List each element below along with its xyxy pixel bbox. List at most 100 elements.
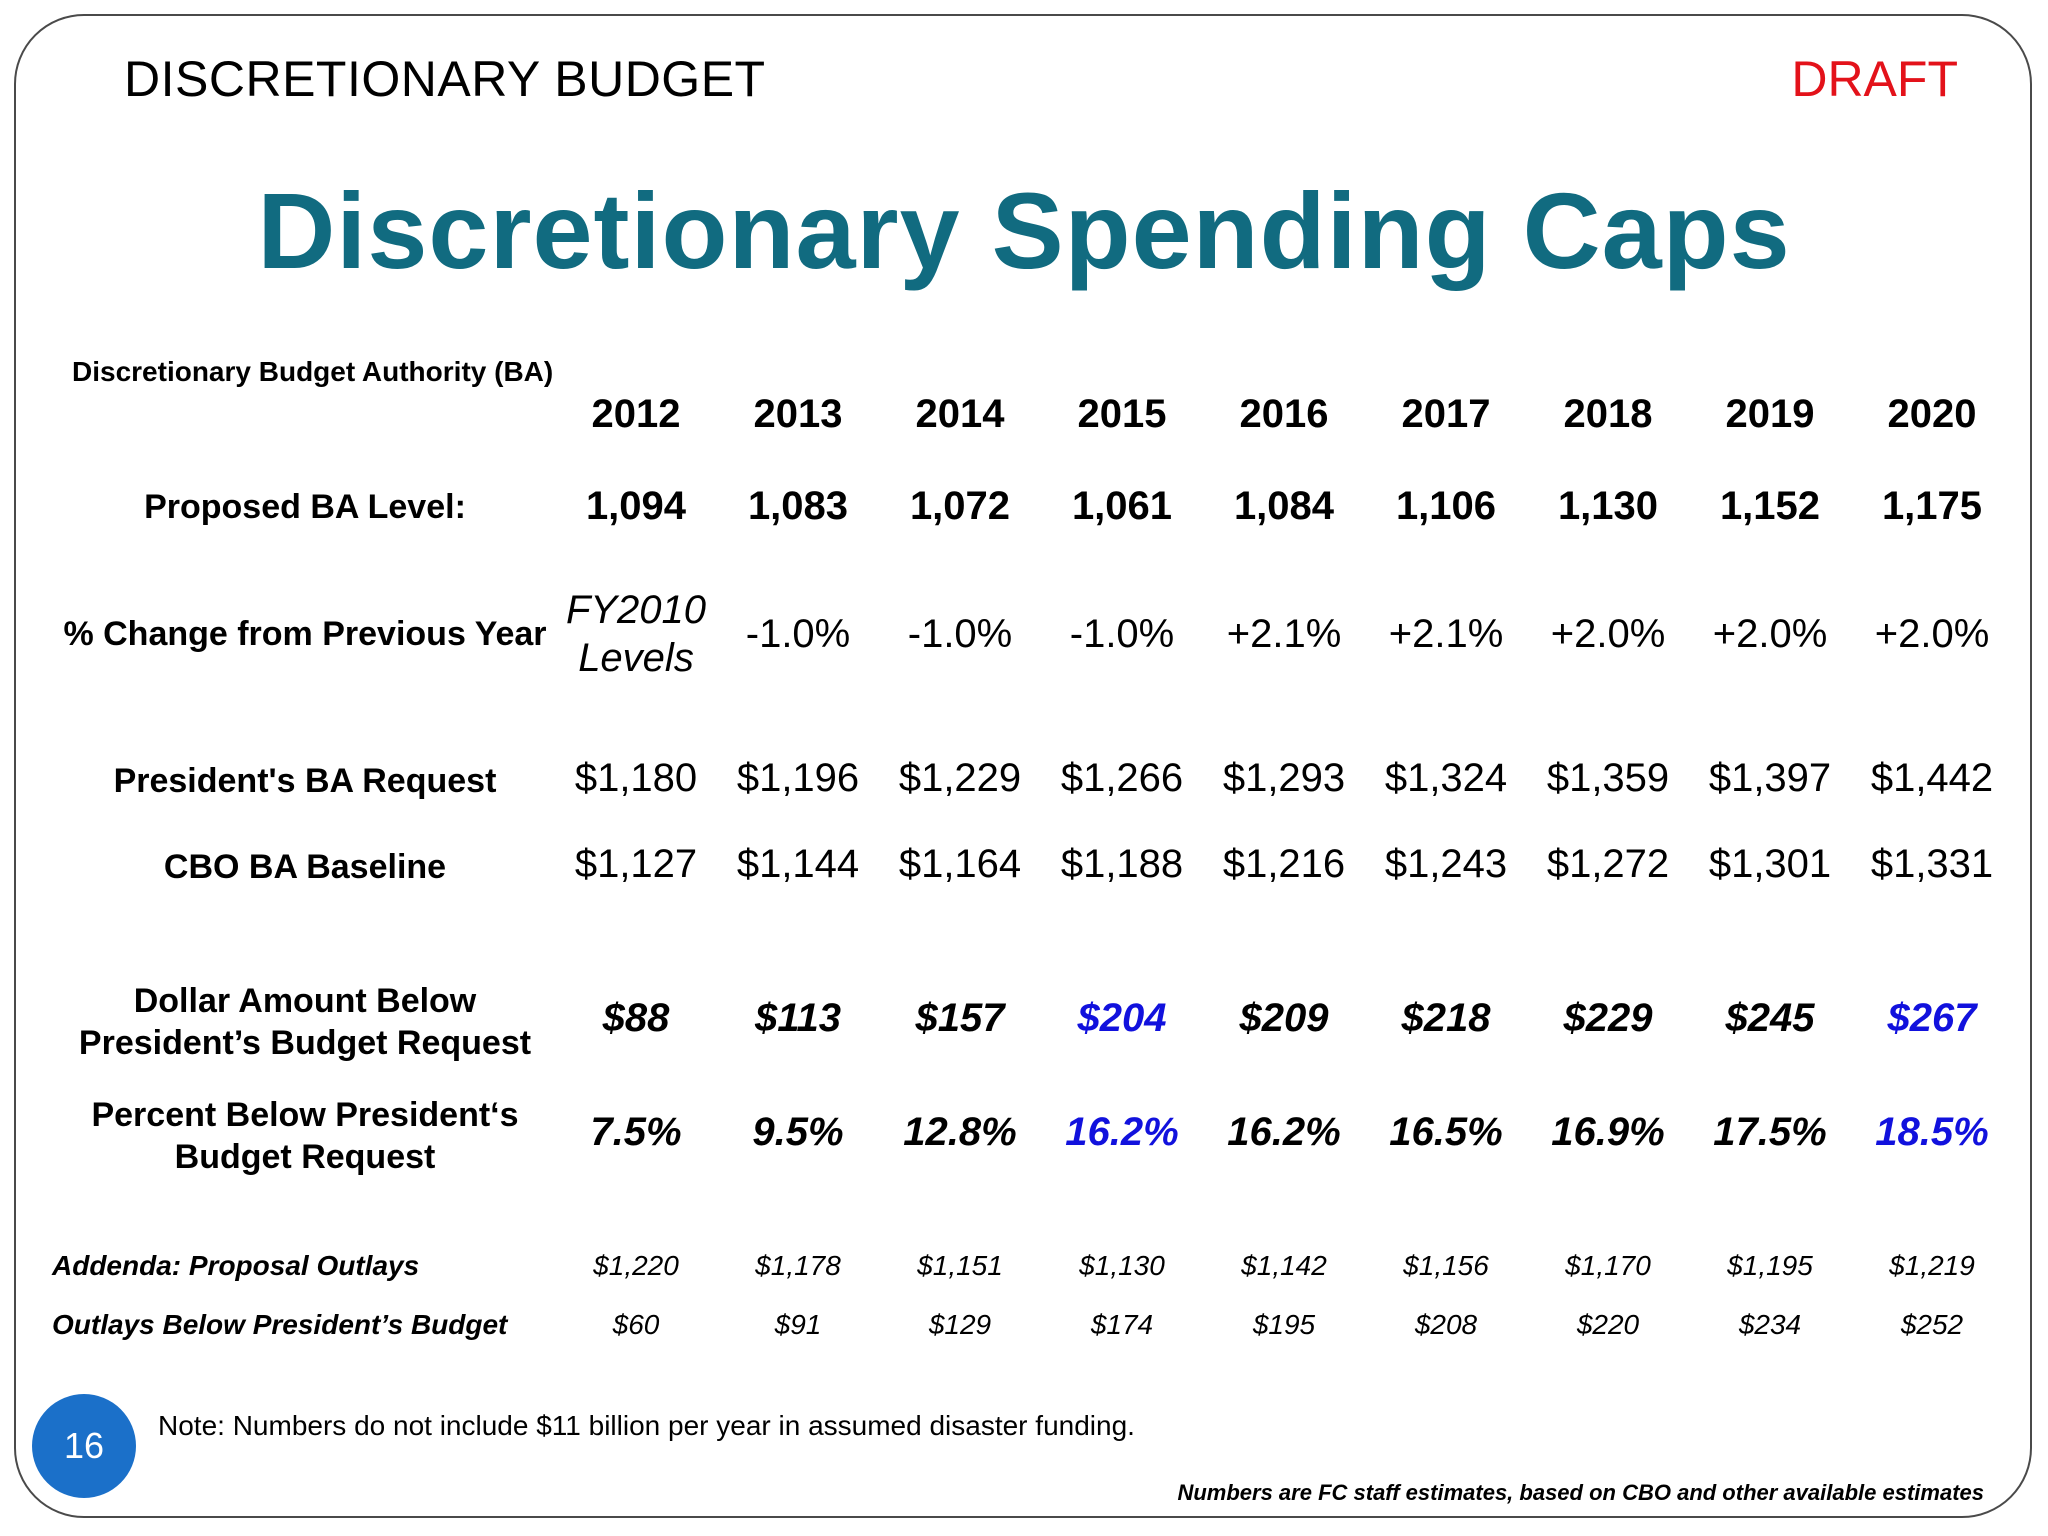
table-cell: $1,442 — [1870, 756, 1994, 800]
source-note: Numbers are FC staff estimates, based on… — [1177, 1480, 1984, 1505]
table-cell: 1,072 — [909, 484, 1011, 528]
table-cell: +2.0% — [1550, 612, 1666, 656]
table-cell: 1,130 — [1557, 484, 1659, 528]
table-cell: $1,397 — [1708, 756, 1832, 800]
table-cell: $252 — [1900, 1309, 1964, 1340]
table-cell-highlighted: $204 — [1077, 996, 1167, 1040]
table-cell: 1,106 — [1395, 484, 1497, 528]
table-cell: $1,220 — [593, 1250, 679, 1281]
table-cell: $1,151 — [917, 1250, 1003, 1281]
year-header: 2015 — [1077, 392, 1167, 436]
table-cell: $1,156 — [1403, 1250, 1489, 1281]
row-label: CBO BA Baseline — [163, 848, 447, 886]
table-cell: 16.2% — [1227, 1110, 1341, 1154]
year-header: 2012 — [591, 392, 681, 436]
table-cell-highlighted: 18.5% — [1875, 1110, 1989, 1154]
table-cell: -1.0% — [1069, 612, 1175, 656]
year-header: 2020 — [1887, 392, 1977, 436]
table-cell: $229 — [1563, 996, 1653, 1040]
footnote: Note: Numbers do not include $11 billion… — [158, 1410, 1135, 1441]
table-cell-highlighted: $267 — [1887, 996, 1977, 1040]
table-cell: $1,196 — [736, 756, 860, 800]
table-cell: 1,175 — [1881, 484, 1983, 528]
row-label: Outlays Below President’s Budget — [52, 1309, 508, 1340]
table-cell: 1,083 — [747, 484, 849, 528]
table-cell: $1,130 — [1079, 1250, 1165, 1281]
header-section-label: DISCRETIONARY BUDGET — [124, 51, 766, 107]
table-cell: $1,359 — [1546, 756, 1670, 800]
table-cell: 1,084 — [1233, 484, 1335, 528]
table-cell: +2.0% — [1874, 612, 1990, 656]
row-label: Proposed BA Level: — [144, 488, 466, 526]
table-cell: +2.1% — [1226, 612, 1342, 656]
table-cell: 16.9% — [1551, 1110, 1665, 1154]
table-cell: $1,219 — [1889, 1250, 1975, 1281]
table-cell: $1,324 — [1384, 756, 1508, 800]
table-cell: -1.0% — [907, 612, 1013, 656]
table-cell: $1,331 — [1870, 842, 1994, 886]
table-cell: 1,094 — [585, 484, 687, 528]
table-cell: 7.5% — [590, 1110, 682, 1154]
slide-frame — [14, 14, 2032, 1518]
table-cell: 12.8% — [903, 1110, 1017, 1154]
row-label-line: Dollar Amount Below — [133, 982, 477, 1020]
row-label-line: President’s Budget Request — [78, 1024, 532, 1062]
table-cell: $209 — [1239, 996, 1329, 1040]
table-cell: $157 — [915, 996, 1005, 1040]
row-label: Addenda: Proposal Outlays — [52, 1250, 420, 1281]
table-cell: $60 — [612, 1309, 660, 1340]
table-cell: $174 — [1090, 1309, 1154, 1340]
table-cell-baseline-note: FY2010 Levels — [556, 586, 716, 682]
year-header: 2019 — [1725, 392, 1815, 436]
table-cell: $245 — [1725, 996, 1815, 1040]
baseline-note-line: Levels — [578, 636, 694, 680]
year-header: 2017 — [1401, 392, 1491, 436]
table-cell: $129 — [928, 1309, 992, 1340]
row-label: Dollar Amount Below President’s Budget R… — [40, 980, 570, 1064]
table-cell: $91 — [774, 1309, 822, 1340]
slide-title: Discretionary Spending Caps — [257, 170, 1791, 291]
table-cell: $88 — [602, 996, 670, 1040]
table-cell: $1,272 — [1546, 842, 1670, 886]
table-cell: 1,061 — [1071, 484, 1173, 528]
table-cell: $195 — [1252, 1309, 1316, 1340]
table-cell: $1,127 — [574, 842, 698, 886]
table-cell: $1,216 — [1222, 842, 1346, 886]
row-label: President's BA Request — [113, 762, 497, 800]
row-label: Percent Below President‘s Budget Request — [40, 1094, 570, 1178]
year-header: 2014 — [915, 392, 1005, 436]
table-cell: $1,142 — [1241, 1250, 1327, 1281]
table-cell: $220 — [1576, 1309, 1640, 1340]
table-cell-highlighted: 16.2% — [1065, 1110, 1179, 1154]
table-cell: -1.0% — [745, 612, 851, 656]
row-label-line: Percent Below President‘s — [91, 1096, 519, 1134]
table-cell: $1,180 — [574, 756, 698, 800]
row-label: % Change from Previous Year — [63, 615, 547, 653]
table-cell: $1,266 — [1060, 756, 1184, 800]
table-cell: $1,178 — [755, 1250, 841, 1281]
table-cell: +2.0% — [1712, 612, 1828, 656]
year-header: 2018 — [1563, 392, 1653, 436]
baseline-note-line: FY2010 — [565, 588, 707, 632]
table-cell: $1,144 — [736, 842, 860, 886]
table-cell: $1,195 — [1727, 1250, 1813, 1281]
table-cell: $1,188 — [1060, 842, 1184, 886]
table-cell: 1,152 — [1719, 484, 1821, 528]
table-cell: $113 — [754, 996, 841, 1040]
table-cell: $1,164 — [898, 842, 1022, 886]
table-section-label: Discretionary Budget Authority (BA) — [72, 356, 554, 387]
year-header: 2013 — [753, 392, 843, 436]
table-cell: $208 — [1414, 1309, 1478, 1340]
table-cell: $234 — [1738, 1309, 1802, 1340]
table-cell: $218 — [1401, 996, 1491, 1040]
table-cell: $1,293 — [1222, 756, 1346, 800]
draft-label: DRAFT — [1791, 51, 1958, 107]
table-cell: 16.5% — [1389, 1110, 1503, 1154]
table-cell: +2.1% — [1388, 612, 1504, 656]
table-cell: $1,243 — [1384, 842, 1508, 886]
row-label-line: Budget Request — [174, 1138, 436, 1176]
page-number-badge: 16 — [32, 1394, 136, 1498]
year-header: 2016 — [1239, 392, 1329, 436]
table-cell: $1,170 — [1565, 1250, 1651, 1281]
table-cell: 17.5% — [1713, 1110, 1827, 1154]
